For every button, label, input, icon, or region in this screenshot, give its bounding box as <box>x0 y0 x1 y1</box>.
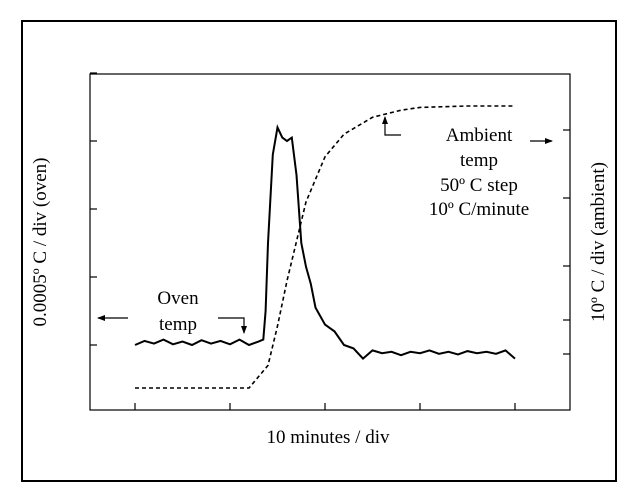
series-ambient-temp-line <box>135 105 515 389</box>
oven-down-arrow <box>218 317 247 334</box>
plot-area <box>89 73 571 411</box>
oven-label-line1: Oven <box>157 288 199 309</box>
right-y-axis-label: 10º C / div (ambient) <box>588 162 609 322</box>
oven-label-line2: temp <box>159 314 197 335</box>
ambient-label-line4: 10º C/minute <box>429 199 529 220</box>
x-ticks <box>134 403 516 410</box>
ambient-up-arrow <box>382 116 401 136</box>
ambient-label-line1: Ambient <box>446 125 513 146</box>
right-y-ticks <box>563 129 570 355</box>
figure-frame <box>21 20 617 482</box>
left-y-ticks <box>90 72 97 346</box>
left-y-axis-label: 0.0005º C / div (oven) <box>30 158 51 327</box>
series-oven-temp-line <box>134 124 516 360</box>
x-axis-label: 10 minutes / div <box>267 427 390 448</box>
ambient-label-line3: 50º C step <box>440 175 518 196</box>
ambient-label-line2: temp <box>460 150 498 171</box>
